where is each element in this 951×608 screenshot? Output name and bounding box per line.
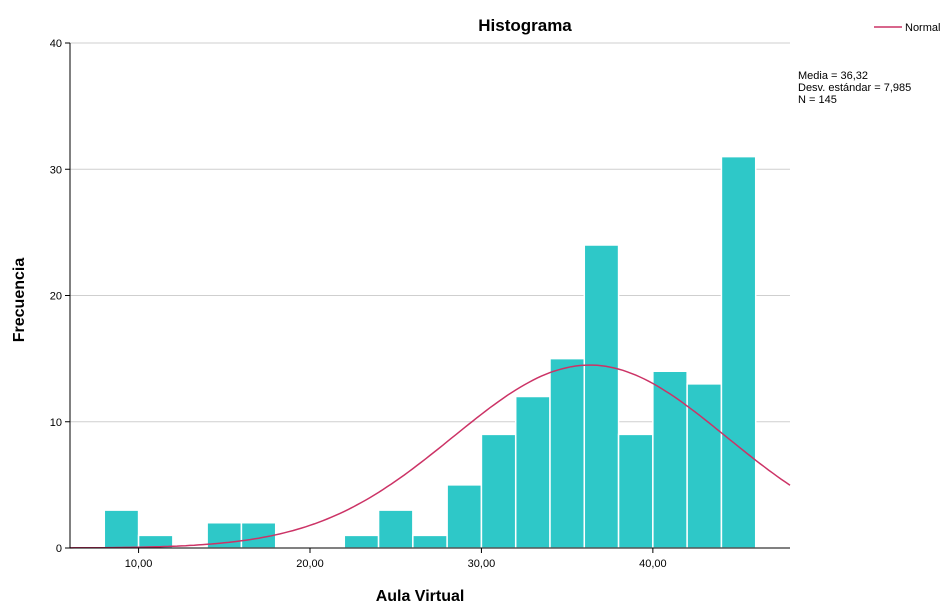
histogram-bar-13: [549, 357, 586, 549]
gridlines: [70, 42, 790, 423]
normal-curve: [69, 364, 791, 549]
histogram-bar-14: [583, 244, 620, 549]
histogram-bar-9: [412, 534, 448, 549]
stat-sd: Desv. estándar = 7,985: [798, 82, 911, 94]
histogram-bar-16: [652, 370, 688, 549]
x-axis-label: Aula Virtual: [376, 588, 465, 605]
y-tick-label-3: 30: [50, 164, 62, 176]
x-tick-label-0: 10,00: [125, 558, 153, 570]
x-tick-label-3: 40,00: [639, 558, 667, 570]
legend: Normal: [874, 22, 940, 34]
histogram-bars: [103, 155, 757, 549]
histogram-bar-12: [514, 395, 551, 549]
legend-normal-label: Normal: [905, 22, 940, 34]
x-tick-label-2: 30,00: [468, 558, 496, 570]
histogram-bar-7: [343, 534, 380, 549]
x-axis-ticks: 10,00 20,00 30,00 40,00: [125, 548, 667, 570]
y-tick-label-4: 40: [50, 38, 62, 50]
y-axis-label: Frecuencia: [11, 258, 28, 343]
histogram-bar-15: [617, 433, 654, 549]
histogram-bar-10: [446, 484, 483, 549]
stat-n: N = 145: [798, 94, 837, 106]
stats-box: Media = 36,32 Desv. estándar = 7,985 N =…: [798, 70, 911, 106]
x-tick-label-1: 20,00: [296, 558, 324, 570]
y-tick-label-0: 0: [56, 543, 62, 555]
histogram-bar-18: [720, 155, 757, 549]
normal-curve-layer: [69, 364, 791, 549]
histogram-bar-8: [377, 509, 414, 549]
y-axis-ticks: 0 10 20 30 40: [50, 38, 70, 555]
chart-title: Histograma: [478, 16, 572, 35]
histogram-bar-0: [103, 509, 140, 549]
histogram-bar-17: [686, 383, 723, 549]
y-tick-label-1: 10: [50, 417, 62, 429]
stat-mean: Media = 36,32: [798, 70, 868, 82]
y-tick-label-2: 20: [50, 291, 62, 303]
histogram-bar-11: [480, 433, 517, 549]
